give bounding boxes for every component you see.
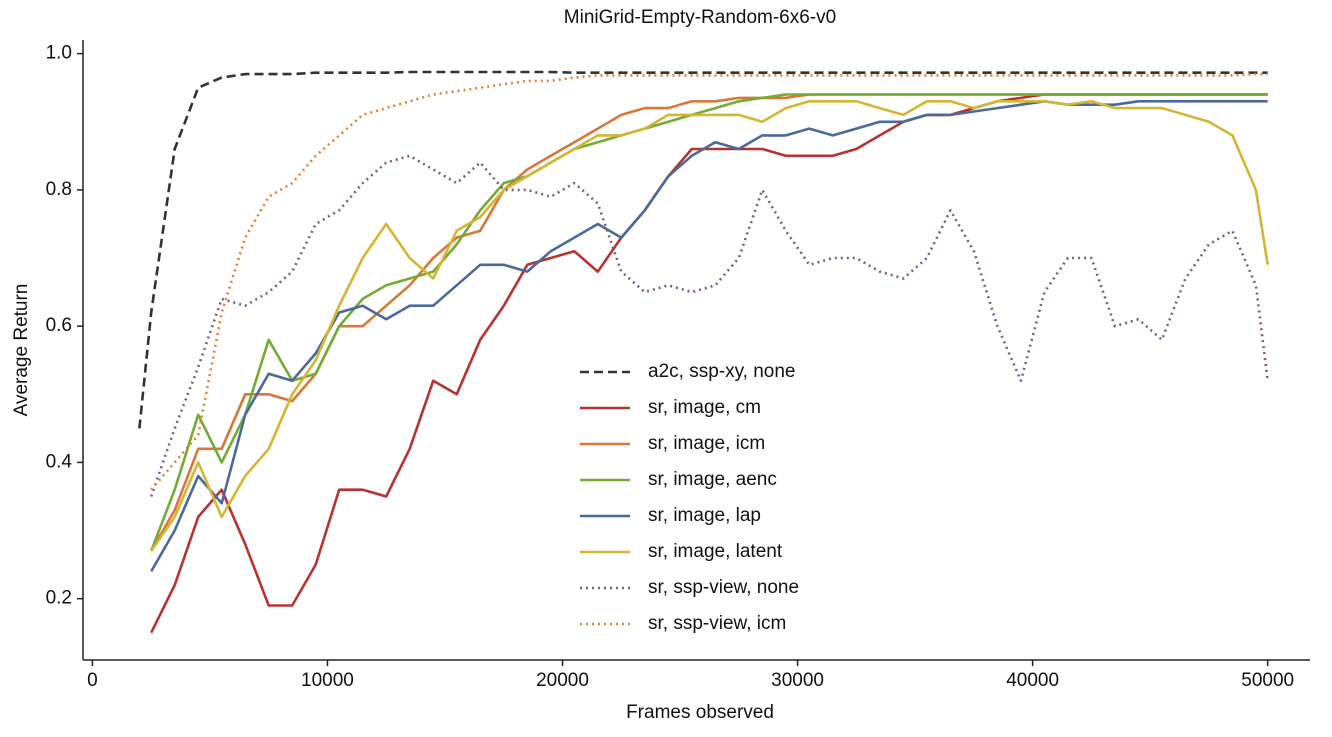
series-line — [150, 72, 1268, 491]
chart-title: MiniGrid-Empty-Random-6x6-v0 — [564, 7, 836, 28]
series-line — [150, 100, 1268, 573]
x-tick-label: 30000 — [771, 670, 824, 691]
x-tick-label: 50000 — [1241, 670, 1294, 691]
series-line — [150, 100, 1269, 552]
legend-label: sr, image, icm — [648, 433, 765, 454]
y-axis-label: Average Return — [11, 284, 32, 417]
y-tick-label: 1.0 — [46, 43, 72, 64]
legend-label: sr, image, lap — [648, 505, 761, 526]
series-line — [149, 154, 1269, 497]
x-tick-label: 40000 — [1006, 670, 1059, 691]
y-tick-label: 0.2 — [46, 588, 72, 609]
y-tick-label: 0.6 — [46, 315, 72, 336]
x-tick-label: 20000 — [536, 670, 589, 691]
legend-label: a2c, ssp-xy, none — [648, 361, 796, 382]
x-tick-label: 10000 — [301, 670, 354, 691]
legend-label: sr, ssp-view, none — [648, 577, 799, 598]
series-line — [149, 93, 1268, 552]
legend-label: sr, image, latent — [648, 541, 783, 562]
legend-label: sr, ssp-view, icm — [648, 613, 786, 634]
legend-label: sr, image, aenc — [648, 469, 777, 490]
legend-label: sr, image, cm — [648, 397, 761, 418]
x-tick-label: 0 — [87, 670, 98, 691]
x-axis-label: Frames observed — [626, 702, 774, 723]
series-line — [138, 70, 1268, 429]
y-tick-label: 0.4 — [46, 451, 73, 472]
y-tick-label: 0.8 — [46, 179, 72, 200]
